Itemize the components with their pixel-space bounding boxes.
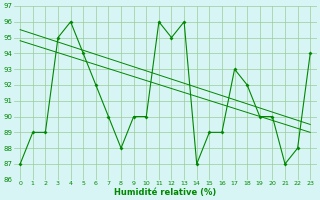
X-axis label: Humidité relative (%): Humidité relative (%) <box>114 188 216 197</box>
